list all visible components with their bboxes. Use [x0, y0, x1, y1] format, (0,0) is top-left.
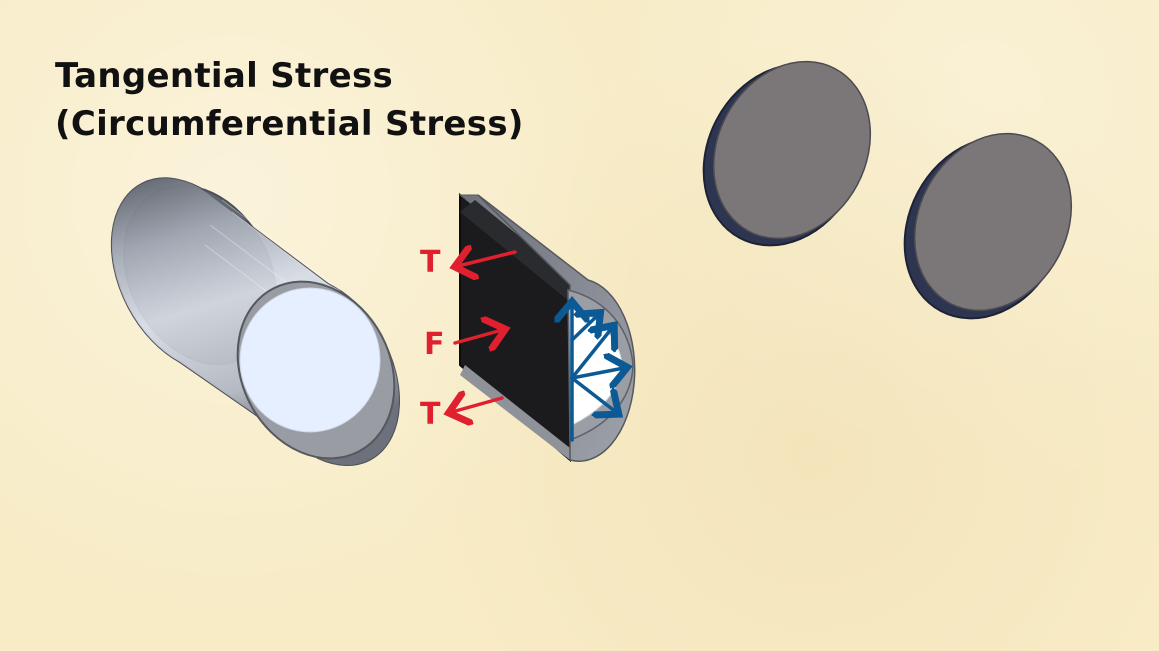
full-cylinder [110, 177, 400, 467]
end-cap-2 [903, 132, 1073, 320]
title-line-1: Tangential Stress [55, 56, 394, 96]
title-line-2: (Circumferential Stress) [55, 104, 524, 144]
pressure-arrow-upper-right [570, 328, 612, 380]
force-label: F [424, 327, 445, 362]
tension-label-bottom: T [420, 397, 441, 432]
pressure-arrow-upper [570, 315, 598, 342]
internal-pressure-arrows [570, 305, 624, 442]
end-cap-1-face [712, 60, 872, 240]
shell-top-inner-band [460, 200, 585, 302]
end-cap-2-face [913, 132, 1073, 312]
cylinder-bore [239, 287, 381, 433]
force-arrow [453, 330, 502, 343]
slide-title: Tangential Stress (Circumferential Stres… [55, 52, 524, 148]
half-shell-section [458, 192, 636, 463]
pressure-arrow-lower-right [570, 376, 616, 412]
shell-bottom-edge [460, 365, 570, 460]
force-arrows [452, 252, 517, 412]
end-cap-1 [702, 60, 872, 247]
pressure-arrow-right [570, 368, 624, 378]
tension-label-top: T [420, 245, 441, 280]
tension-arrow-top [458, 252, 517, 266]
tension-arrow-bottom [452, 398, 504, 412]
